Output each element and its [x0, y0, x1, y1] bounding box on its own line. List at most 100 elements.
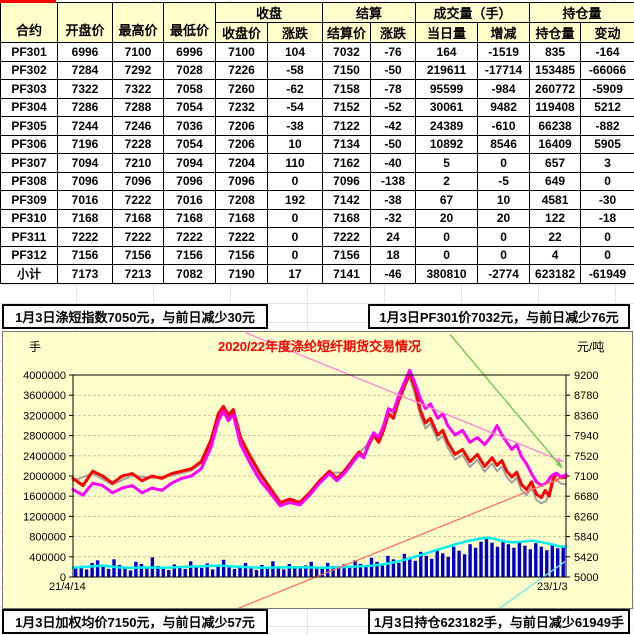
cell-close[interactable]: 7204: [215, 153, 268, 173]
header-oi[interactable]: 持仓量: [529, 22, 582, 43]
cell-settle[interactable]: 7158: [322, 79, 372, 99]
cell-settle[interactable]: 7222: [322, 227, 372, 247]
cell-contract[interactable]: PF304: [0, 97, 58, 117]
header-contract[interactable]: 合约: [0, 2, 58, 43]
cell-vol_chg[interactable]: 0: [477, 227, 531, 247]
cell-vol_chg[interactable]: -1519: [477, 42, 531, 62]
cell-settle[interactable]: 7142: [322, 190, 372, 210]
cell-vol[interactable]: 20: [415, 208, 479, 228]
cell-close_chg[interactable]: 104: [266, 42, 324, 62]
cell-vol_chg[interactable]: -2774: [477, 264, 531, 284]
header-low[interactable]: 最低价: [163, 2, 216, 43]
cell-close_chg[interactable]: -58: [266, 60, 324, 80]
cell-contract[interactable]: PF301: [0, 42, 58, 62]
cell-oi_chg[interactable]: -882: [580, 116, 634, 136]
cell-high[interactable]: 7322: [112, 79, 164, 99]
cell-oi[interactable]: 260772: [529, 79, 582, 99]
cell-oi_chg[interactable]: 0: [580, 245, 634, 265]
note-pf301-price[interactable]: 1月3日PF301价7032元，与前日减少76元: [368, 304, 630, 329]
header-volume-change[interactable]: 增减: [477, 22, 531, 43]
cell-contract[interactable]: PF312: [0, 245, 58, 265]
cell-settle_chg[interactable]: -38: [370, 190, 417, 210]
cell-close[interactable]: 7222: [215, 227, 268, 247]
cell-contract[interactable]: PF311: [0, 227, 58, 247]
cell-oi_chg[interactable]: -30: [580, 190, 634, 210]
cell-vol_chg[interactable]: -610: [477, 116, 531, 136]
cell-close_chg[interactable]: 0: [266, 208, 324, 228]
cell-high[interactable]: 7168: [112, 208, 164, 228]
cell-low[interactable]: 7168: [163, 208, 216, 228]
cell-contract[interactable]: PF307: [0, 153, 58, 173]
cell-high[interactable]: 7228: [112, 134, 164, 154]
cell-settle_chg[interactable]: -46: [370, 264, 417, 284]
cell-low[interactable]: 7016: [163, 190, 216, 210]
cell-oi_chg[interactable]: 5212: [580, 97, 634, 117]
header-open[interactable]: 开盘价: [57, 2, 113, 43]
cell-settle[interactable]: 7168: [322, 208, 372, 228]
cell-high[interactable]: 7292: [112, 60, 164, 80]
cell-vol[interactable]: 0: [415, 245, 479, 265]
cell-vol_chg[interactable]: 10: [477, 190, 531, 210]
cell-close[interactable]: 7260: [215, 79, 268, 99]
cell-close_chg[interactable]: 10: [266, 134, 324, 154]
cell-oi[interactable]: 66238: [529, 116, 582, 136]
cell-close[interactable]: 7100: [215, 42, 268, 62]
note-fiber-index[interactable]: 1月3日涤短指数7050元，与前日减少30元: [2, 304, 268, 329]
cell-contract[interactable]: PF308: [0, 171, 58, 191]
cell-settle_chg[interactable]: -76: [370, 42, 417, 62]
cell-high[interactable]: 7222: [112, 227, 164, 247]
cell-vol_chg[interactable]: 9482: [477, 97, 531, 117]
header-settle-change[interactable]: 涨跌: [370, 22, 417, 43]
cell-open[interactable]: 6996: [57, 42, 113, 62]
cell-open[interactable]: 7284: [57, 60, 113, 80]
cell-vol_chg[interactable]: 8546: [477, 134, 531, 154]
cell-contract[interactable]: PF305: [0, 116, 58, 136]
group-header-open-interest[interactable]: 持仓量: [529, 2, 634, 23]
cell-vol[interactable]: 24389: [415, 116, 479, 136]
futures-chart-panel[interactable]: 4000000 9200 3600000 8780 3200000 8360 2800000…: [2, 331, 633, 609]
cell-contract[interactable]: PF303: [0, 79, 58, 99]
cell-oi_chg[interactable]: -66066: [580, 60, 634, 80]
cell-settle_chg[interactable]: 18: [370, 245, 417, 265]
cell-settle_chg[interactable]: -42: [370, 116, 417, 136]
cell-vol_chg[interactable]: -5: [477, 171, 531, 191]
cell-close[interactable]: 7232: [215, 97, 268, 117]
header-day-volume[interactable]: 当日量: [415, 22, 479, 43]
cell-open[interactable]: 7286: [57, 97, 113, 117]
group-header-settle[interactable]: 结算: [322, 2, 417, 23]
cell-vol_chg[interactable]: -984: [477, 79, 531, 99]
cell-oi[interactable]: 4: [529, 245, 582, 265]
cell-oi[interactable]: 122: [529, 208, 582, 228]
cell-low[interactable]: 7156: [163, 245, 216, 265]
cell-vol[interactable]: 164: [415, 42, 479, 62]
cell-settle[interactable]: 7156: [322, 245, 372, 265]
note-weighted-avg-price[interactable]: 1月3日加权均价7150元，与前日减少57元: [2, 609, 268, 634]
cell-oi[interactable]: 623182: [529, 264, 582, 284]
cell-oi[interactable]: 22: [529, 227, 582, 247]
cell-close[interactable]: 7206: [215, 134, 268, 154]
cell-contract[interactable]: PF310: [0, 208, 58, 228]
cell-oi_chg[interactable]: -5909: [580, 79, 634, 99]
cell-close_chg[interactable]: -38: [266, 116, 324, 136]
cell-settle_chg[interactable]: -52: [370, 97, 417, 117]
cell-close[interactable]: 7168: [215, 208, 268, 228]
cell-settle_chg[interactable]: -138: [370, 171, 417, 191]
cell-low[interactable]: 7054: [163, 134, 216, 154]
cell-close_chg[interactable]: 0: [266, 245, 324, 265]
cell-settle_chg[interactable]: -50: [370, 60, 417, 80]
cell-vol_chg[interactable]: 20: [477, 208, 531, 228]
cell-contract[interactable]: 小计: [0, 264, 58, 284]
cell-high[interactable]: 7096: [112, 171, 164, 191]
cell-oi_chg[interactable]: -18: [580, 208, 634, 228]
cell-open[interactable]: 7173: [57, 264, 113, 284]
cell-vol[interactable]: 380810: [415, 264, 479, 284]
cell-settle[interactable]: 7134: [322, 134, 372, 154]
cell-close[interactable]: 7156: [215, 245, 268, 265]
cell-high[interactable]: 7222: [112, 190, 164, 210]
cell-low[interactable]: 7036: [163, 116, 216, 136]
cell-open[interactable]: 7094: [57, 153, 113, 173]
cell-high[interactable]: 7210: [112, 153, 164, 173]
cell-settle[interactable]: 7162: [322, 153, 372, 173]
cell-open[interactable]: 7196: [57, 134, 113, 154]
cell-settle_chg[interactable]: 24: [370, 227, 417, 247]
